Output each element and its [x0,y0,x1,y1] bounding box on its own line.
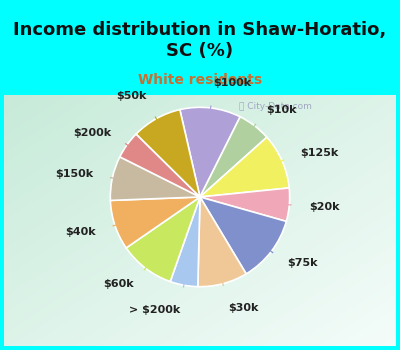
Wedge shape [120,134,200,197]
Text: $20k: $20k [309,202,340,211]
Text: $40k: $40k [66,226,96,237]
Text: $75k: $75k [287,258,318,268]
Wedge shape [200,137,289,197]
Text: $60k: $60k [103,279,134,289]
Wedge shape [126,197,200,282]
Text: $50k: $50k [116,91,147,102]
Text: $30k: $30k [228,303,258,313]
Text: > $200k: > $200k [129,304,180,315]
Wedge shape [200,188,290,222]
Wedge shape [200,117,267,197]
Text: $10k: $10k [266,105,297,115]
Wedge shape [170,197,200,287]
Text: White residents: White residents [138,73,262,87]
Wedge shape [110,157,200,201]
Text: $150k: $150k [55,169,93,179]
Wedge shape [200,197,286,274]
Text: Income distribution in Shaw-Horatio,
SC (%): Income distribution in Shaw-Horatio, SC … [13,21,387,60]
Text: $125k: $125k [300,148,338,158]
Text: $100k: $100k [213,78,251,88]
Wedge shape [110,197,200,248]
Text: ⓘ City-Data.com: ⓘ City-Data.com [239,102,312,111]
Text: $200k: $200k [73,128,111,138]
Wedge shape [198,197,246,287]
Wedge shape [180,107,240,197]
Wedge shape [136,110,200,197]
